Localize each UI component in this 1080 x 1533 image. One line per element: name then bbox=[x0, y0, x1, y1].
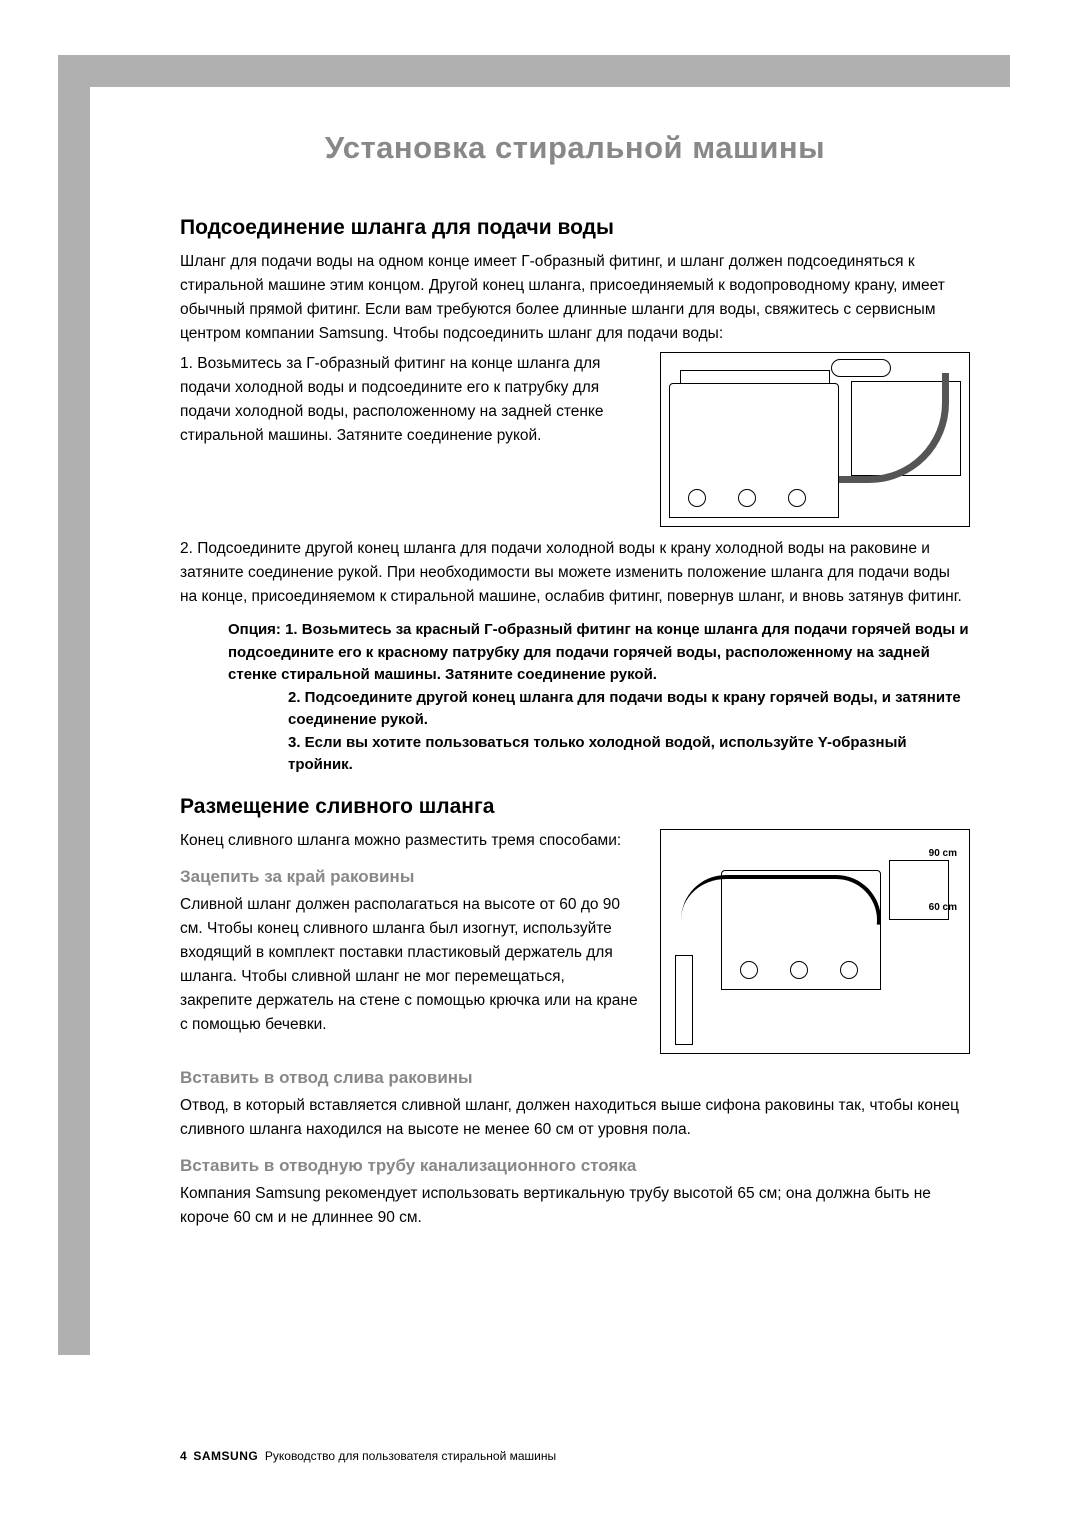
page-footer: 4 SAMSUNG Руководство для пользователя с… bbox=[180, 1449, 556, 1463]
frame-top-bar bbox=[58, 55, 1010, 87]
sink-outline bbox=[889, 860, 949, 920]
washer-outline bbox=[669, 383, 839, 518]
washer-knob bbox=[790, 961, 808, 979]
section1-step2: 2. Подсоедините другой конец шланга для … bbox=[180, 537, 970, 609]
washer-knob bbox=[688, 489, 706, 507]
sub-hook-text: Сливной шланг должен располагаться на вы… bbox=[180, 893, 640, 1037]
section2-intro: Конец сливного шланга можно разместить т… bbox=[180, 829, 640, 853]
option-1: 1. Возьмитесь за красный Г-образный фити… bbox=[228, 621, 969, 683]
washer-knob bbox=[738, 489, 756, 507]
footer-tail: Руководство для пользователя стиральной … bbox=[265, 1449, 556, 1463]
section2-heading: Размещение сливного шланга bbox=[180, 795, 970, 819]
washer-knob bbox=[740, 961, 758, 979]
section2-row: Конец сливного шланга можно разместить т… bbox=[180, 829, 970, 1054]
section1-step1: 1. Возьмитесь за Г-образный фитинг на ко… bbox=[180, 352, 640, 448]
dim-90cm-label: 90 cm bbox=[929, 848, 957, 859]
page-title: Установка стиральной машины bbox=[180, 130, 970, 166]
washer-knob bbox=[840, 961, 858, 979]
diagram-water-hose bbox=[660, 352, 970, 527]
section1-intro: Шланг для подачи воды на одном конце име… bbox=[180, 250, 970, 346]
footer-brand: SAMSUNG bbox=[193, 1449, 258, 1463]
sub-pipe-heading: Вставить в отводную трубу канализационно… bbox=[180, 1156, 970, 1176]
sub-hook-heading: Зацепить за край раковины bbox=[180, 867, 640, 887]
frame-left-bar bbox=[58, 55, 90, 1355]
option-label: Опция: bbox=[228, 621, 281, 638]
diagram-drain-hose: 90 cm 60 cm bbox=[660, 829, 970, 1054]
page: Установка стиральной машины Подсоединени… bbox=[0, 0, 1080, 1533]
washer-lid bbox=[680, 370, 830, 384]
section1-heading: Подсоединение шланга для подачи воды bbox=[180, 216, 970, 240]
content-area: Установка стиральной машины Подсоединени… bbox=[180, 100, 970, 1236]
option-2: 2. Подсоедините другой конец шланга для … bbox=[228, 687, 970, 732]
washer-knob bbox=[788, 489, 806, 507]
sub-pipe-text: Компания Samsung рекомендует использоват… bbox=[180, 1182, 970, 1230]
sub-branch-heading: Вставить в отвод слива раковины bbox=[180, 1068, 970, 1088]
page-number: 4 bbox=[180, 1449, 187, 1463]
sub-branch-text: Отвод, в который вставляется сливной шла… bbox=[180, 1094, 970, 1142]
option-block: Опция: 1. Возьмитесь за красный Г-образн… bbox=[180, 619, 970, 777]
option-3: 3. Если вы хотите пользоваться только хо… bbox=[228, 732, 970, 777]
section1-step1-row: 1. Возьмитесь за Г-образный фитинг на ко… bbox=[180, 352, 970, 527]
drain-pipe bbox=[675, 955, 693, 1045]
